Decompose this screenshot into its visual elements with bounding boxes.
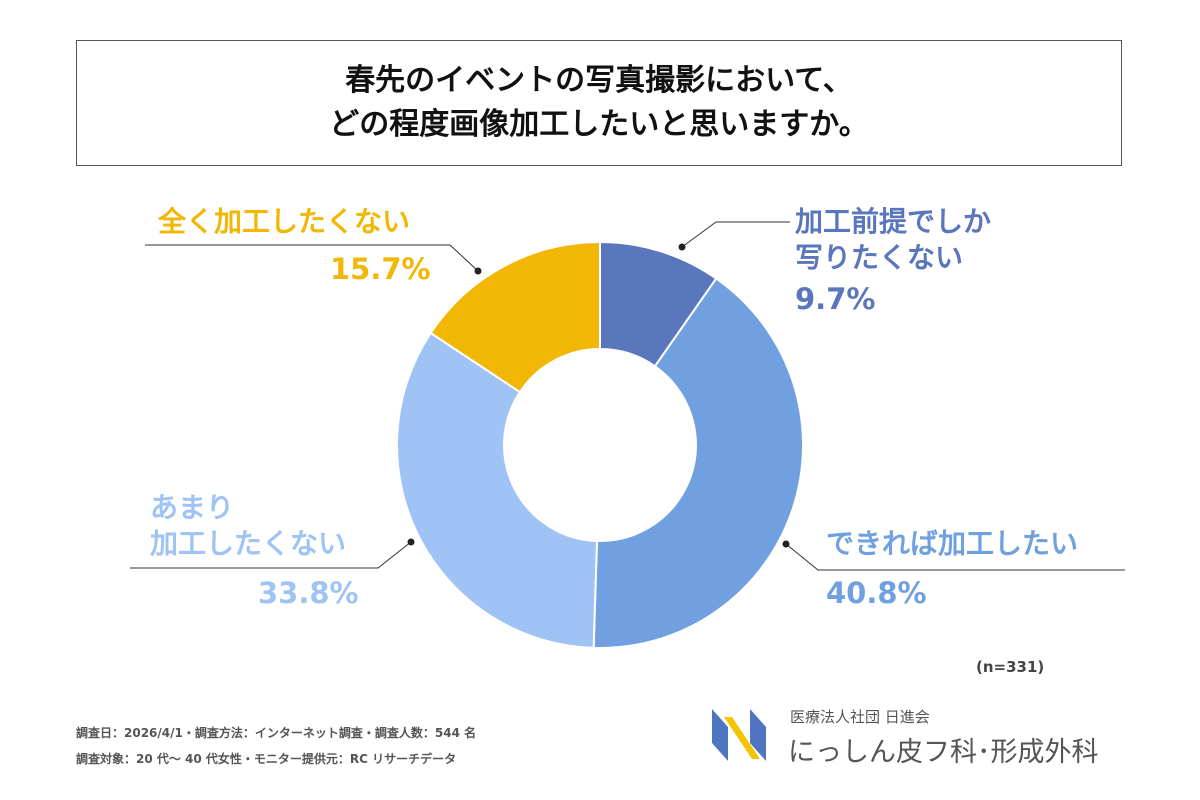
title-box: 春先のイベントの写真撮影において、 どの程度画像加工したいと思いますか。 bbox=[76, 40, 1122, 166]
label-slice-1-line-1: 加工前提でしか bbox=[795, 205, 992, 238]
value-slice-2: 40.8% bbox=[826, 576, 927, 610]
sample-size: (n=331) bbox=[976, 658, 1045, 676]
label-slice-1-line-2: 写りたくない bbox=[795, 241, 964, 274]
donut-slice-4 bbox=[429, 240, 601, 394]
title-line-1: 春先のイベントの写真撮影において、 bbox=[345, 63, 853, 98]
label-slice-3-line-2: 加工したくない bbox=[150, 527, 347, 560]
leader-line-slice-3 bbox=[130, 541, 412, 569]
label-slice-3: あまり 加工したくない bbox=[150, 490, 346, 562]
donut-slice-2 bbox=[592, 277, 804, 649]
label-slice-3-line-1: あまり bbox=[150, 491, 235, 524]
donut-slice-3 bbox=[396, 331, 599, 649]
leader-line-slice-4 bbox=[145, 244, 479, 272]
leader-dot-slice-1 bbox=[678, 243, 686, 251]
logo-name: にっしん皮フ科･形成外科 bbox=[788, 737, 1099, 768]
footer-line-2: 調査対象：20 代～ 40 代女性・モニター提供元：RC リサーチデータ bbox=[76, 752, 457, 766]
footer-line-1: 調査日：2026/4/1・調査方法：インターネット調査・調査人数：544 名 bbox=[76, 726, 477, 740]
leader-line-slice-1 bbox=[681, 221, 790, 248]
leader-dot-slice-3 bbox=[407, 538, 415, 546]
value-slice-1: 9.7% bbox=[795, 282, 876, 316]
value-slice-4: 15.7% bbox=[330, 252, 431, 286]
logo-org: 医療法人社団 日進会 bbox=[790, 708, 930, 726]
label-slice-4: 全く加工したくない bbox=[158, 205, 411, 238]
leader-dot-slice-4 bbox=[474, 267, 482, 275]
label-slice-1: 加工前提でしか 写りたくない bbox=[795, 204, 991, 276]
value-slice-3: 33.8% bbox=[258, 576, 359, 610]
leader-line-slice-2 bbox=[785, 543, 1125, 571]
title-line-2: どの程度画像加工したいと思いますか。 bbox=[329, 107, 869, 142]
clinic-logo-mark bbox=[712, 709, 766, 761]
label-slice-2: できれば加工したい bbox=[826, 527, 1079, 560]
leader-dot-slice-2 bbox=[782, 540, 790, 548]
